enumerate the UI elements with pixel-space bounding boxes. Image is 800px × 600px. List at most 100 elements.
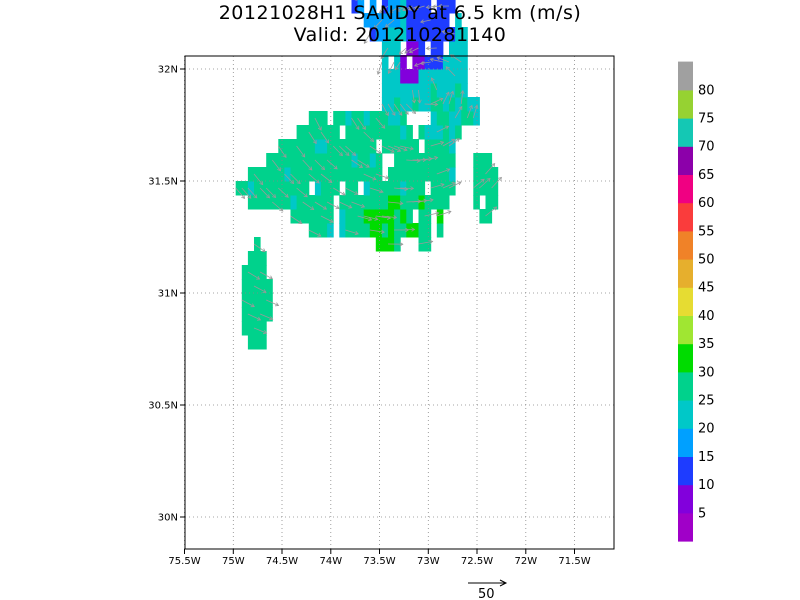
wind-cell xyxy=(424,167,432,182)
colorbar-swatch xyxy=(678,61,693,91)
wind-cell xyxy=(400,111,407,126)
wind-cell xyxy=(260,265,267,280)
wind-cell xyxy=(388,97,395,112)
wind-vector-head xyxy=(333,165,338,170)
wind-cell xyxy=(400,139,407,154)
wind-vector-head xyxy=(367,217,373,222)
wind-vector xyxy=(363,173,377,180)
wind-vector xyxy=(339,145,350,156)
wind-cell xyxy=(296,181,304,196)
colorbar-label: 75 xyxy=(698,112,715,127)
wind-vector-head xyxy=(447,210,452,215)
wind-vector-head xyxy=(451,138,456,143)
wind-cell xyxy=(247,293,255,308)
wind-vector xyxy=(247,313,261,321)
wind-vector-head xyxy=(439,97,444,102)
wind-cell xyxy=(449,0,456,14)
wind-cell xyxy=(333,125,340,140)
wind-cell xyxy=(339,223,346,238)
wind-cell xyxy=(436,55,444,70)
wind-cell xyxy=(321,223,328,238)
wind-vector-head xyxy=(450,54,455,59)
wind-cell xyxy=(381,69,389,84)
wind-vector xyxy=(404,47,413,54)
wind-cell xyxy=(449,83,456,98)
wind-vector xyxy=(320,215,334,223)
wind-vector xyxy=(241,299,255,307)
wind-vector xyxy=(436,168,450,175)
wind-cell xyxy=(473,153,480,168)
wind-cell xyxy=(375,223,383,238)
wind-vector xyxy=(436,125,449,133)
wind-vector-head xyxy=(317,126,322,131)
wind-vector-head xyxy=(441,29,446,35)
wind-cell xyxy=(314,223,322,238)
wind-vector-head xyxy=(352,151,357,156)
wind-cell xyxy=(436,167,444,182)
wind-vector xyxy=(418,199,434,203)
wind-vector-head xyxy=(310,206,315,211)
wind-vector xyxy=(253,173,264,185)
wind-vector xyxy=(253,327,267,334)
wind-cell xyxy=(241,265,249,280)
wind-cell xyxy=(455,83,462,98)
wind-cell xyxy=(449,69,456,84)
wind-cell xyxy=(442,125,450,140)
wind-cell xyxy=(394,13,401,28)
wind-cell xyxy=(302,209,310,224)
wind-cell xyxy=(424,27,432,42)
wind-vector-head xyxy=(436,56,441,61)
wind-cell xyxy=(381,41,389,56)
wind-cell xyxy=(345,223,352,238)
wind-cell xyxy=(345,153,352,168)
wind-vector-head xyxy=(338,152,343,157)
wind-cell xyxy=(314,181,322,196)
wind-vector-head xyxy=(354,190,359,195)
wind-cell xyxy=(266,195,273,210)
wind-cell xyxy=(247,335,255,350)
wind-cell xyxy=(339,195,346,210)
wind-cell xyxy=(333,153,340,168)
wind-cell xyxy=(308,167,316,182)
wind-cell xyxy=(394,139,401,154)
wind-cell xyxy=(442,139,450,154)
wind-cell xyxy=(436,181,444,196)
wind-cell xyxy=(241,307,249,322)
wind-cell xyxy=(266,279,273,294)
wind-cell xyxy=(406,83,413,98)
wind-cell xyxy=(394,0,401,14)
wind-cell xyxy=(375,27,383,42)
wind-cell xyxy=(321,195,328,210)
wind-cell xyxy=(254,251,261,266)
wind-cell xyxy=(491,195,499,210)
wind-cell xyxy=(449,41,456,56)
wind-vector-head xyxy=(261,248,266,253)
wind-vector xyxy=(271,159,281,171)
wind-vector xyxy=(345,145,356,156)
wind-vector xyxy=(445,66,456,77)
wind-cell xyxy=(461,41,468,56)
y-tick-label: 32N xyxy=(158,65,178,76)
wind-cell xyxy=(363,181,371,196)
wind-vector xyxy=(314,117,322,131)
colorbar-swatch xyxy=(678,428,693,457)
wind-cell xyxy=(241,181,249,196)
wind-cell xyxy=(296,139,304,154)
wind-vector-head xyxy=(399,201,404,206)
wind-cell xyxy=(314,209,322,224)
wind-cell xyxy=(351,125,359,140)
wind-cell xyxy=(381,111,389,126)
wind-cell xyxy=(400,27,407,42)
wind-vector-head xyxy=(444,125,450,130)
colorbar-label: 10 xyxy=(698,478,715,493)
wind-vector-head xyxy=(425,4,430,10)
wind-cell xyxy=(260,251,267,266)
wind-cell xyxy=(388,167,395,182)
chart-title: 20121028H1 SANDY at 6.5 km (m/s) Valid: … xyxy=(0,2,800,46)
wind-cell xyxy=(327,195,334,210)
wind-cell xyxy=(449,97,456,112)
wind-cell xyxy=(406,125,413,140)
wind-vector xyxy=(466,105,473,119)
wind-vector xyxy=(259,187,270,199)
